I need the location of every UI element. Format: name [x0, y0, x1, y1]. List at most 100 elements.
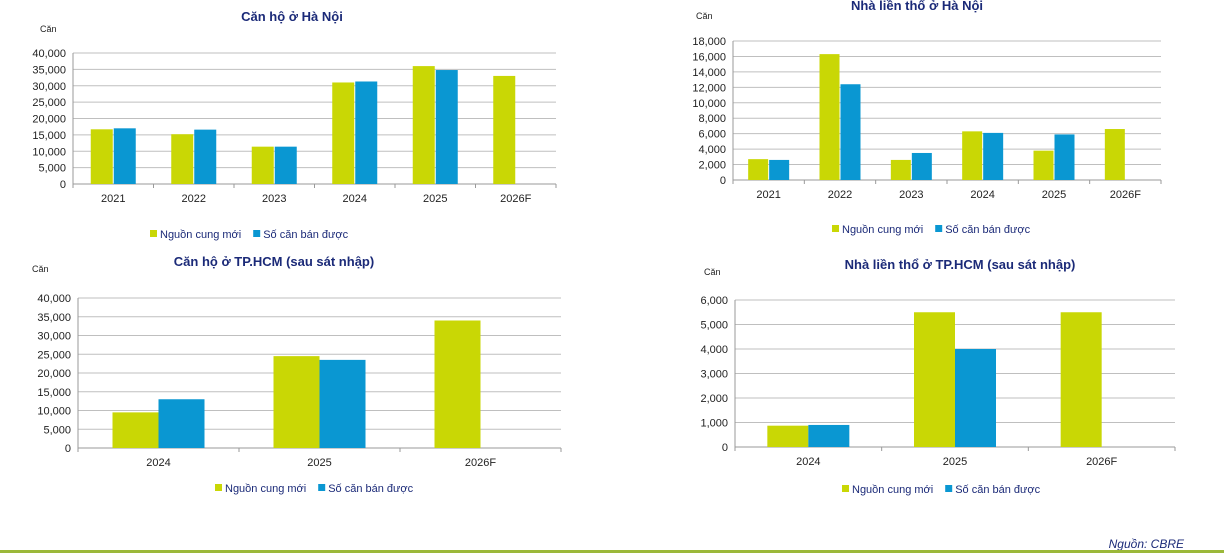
chart-title: Căn hộ ở Hà Nội	[241, 9, 343, 24]
y-tick-label: 10,000	[37, 406, 71, 418]
bar-supply	[251, 146, 274, 184]
legend-label: Nguồn cung mới	[160, 229, 241, 241]
y-tick-label: 18,000	[692, 36, 726, 48]
y-tick-label: 5,000	[43, 424, 71, 436]
y-tick-label: 30,000	[37, 331, 71, 343]
x-tick-label: 2022	[828, 189, 852, 201]
bar-supply	[962, 131, 983, 180]
bar-sold	[769, 159, 790, 180]
y-tick-label: 4,000	[700, 344, 728, 356]
x-tick-label: 2022	[182, 193, 206, 205]
x-tick-label: 2021	[756, 189, 780, 201]
unit-label: Căn	[696, 11, 713, 21]
y-tick-label: 10,000	[692, 98, 726, 110]
chart-apartments-hcmc: Căn hộ ở TP.HCM (sau sát nhập) Căn 0 5,000 1…	[32, 254, 562, 495]
x-tick-label: 2024	[796, 456, 820, 468]
y-tick-label: 20,000	[37, 368, 71, 380]
legend-swatch	[842, 485, 849, 492]
bar-supply	[914, 312, 955, 447]
y-tick-label: 8,000	[698, 113, 726, 125]
y-tick-label: 2,000	[700, 393, 728, 405]
source-label: Nguồn: CBRE	[1108, 537, 1184, 551]
x-tick-label: 2021	[101, 193, 125, 205]
bar-sold	[911, 152, 932, 180]
x-tick-label: 2024	[343, 193, 367, 205]
bar-supply	[273, 356, 320, 448]
y-tick-label: 3,000	[700, 369, 728, 381]
y-tick-label: 5,000	[38, 163, 66, 175]
y-tick-label: 15,000	[37, 387, 71, 399]
unit-label: Căn	[704, 267, 721, 277]
bar-supply	[171, 134, 194, 184]
x-tick-label: 2026F	[1110, 189, 1141, 201]
y-tick-label: 10,000	[32, 146, 66, 158]
bar-sold	[808, 424, 850, 447]
y-tick-label: 0	[65, 443, 71, 455]
y-tick-label: 4,000	[698, 144, 726, 156]
x-tick-label: 2025	[423, 193, 447, 205]
chart-apartments-hanoi: Căn hộ ở Hà Nội Căn 0 5,000 10,000 15,000 20,0…	[32, 9, 557, 241]
x-tick-label: 2026F	[500, 193, 531, 205]
bar-supply	[819, 54, 840, 180]
bar-sold	[274, 146, 297, 184]
legend-label: Số căn bán được	[263, 229, 348, 241]
legend-label: Nguồn cung mới	[842, 224, 923, 236]
x-tick-label: 2025	[307, 457, 331, 469]
bar-supply	[748, 159, 769, 180]
x-tick-label: 2024	[970, 189, 994, 201]
y-tick-label: 2,000	[698, 160, 726, 172]
bar-supply	[332, 82, 355, 184]
y-tick-label: 25,000	[32, 97, 66, 109]
y-tick-label: 20,000	[32, 114, 66, 126]
x-tick-label: 2023	[899, 189, 923, 201]
legend-swatch	[150, 230, 157, 237]
bar-supply	[1060, 312, 1102, 447]
unit-label: Căn	[32, 264, 49, 274]
bar-supply	[412, 66, 435, 184]
legend-label: Nguồn cung mới	[852, 484, 933, 496]
bar-sold	[158, 399, 205, 448]
y-tick-label: 40,000	[37, 293, 71, 305]
x-tick-label: 2026F	[1086, 456, 1117, 468]
y-tick-label: 0	[60, 179, 66, 191]
y-tick-label: 5,000	[700, 320, 728, 332]
unit-label: Căn	[40, 24, 57, 34]
legend-label: Số căn bán được	[328, 483, 413, 495]
y-tick-label: 35,000	[37, 312, 71, 324]
bar-sold	[840, 84, 861, 180]
legend-swatch	[215, 484, 222, 491]
bar-supply	[112, 412, 159, 448]
bar-supply	[1104, 129, 1125, 180]
y-tick-label: 16,000	[692, 51, 726, 63]
chart-title: Nhà liền thổ ở TP.HCM (sau sát nhập)	[845, 257, 1076, 272]
legend-swatch	[945, 485, 953, 492]
bottom-divider	[0, 550, 1224, 553]
y-tick-label: 6,000	[700, 295, 728, 307]
x-tick-label: 2025	[1042, 189, 1066, 201]
y-tick-label: 0	[722, 442, 728, 454]
y-tick-label: 40,000	[32, 48, 66, 60]
x-tick-label: 2024	[146, 457, 170, 469]
y-tick-label: 0	[720, 175, 726, 187]
legend-swatch	[832, 225, 839, 232]
legend-label: Nguồn cung mới	[225, 483, 306, 495]
bar-sold	[1054, 134, 1075, 180]
y-tick-label: 15,000	[32, 130, 66, 142]
bar-supply	[890, 159, 911, 180]
bar-supply	[493, 75, 516, 184]
chart-title: Nhà liền thổ ở Hà Nội	[851, 0, 983, 13]
x-tick-label: 2026F	[465, 457, 496, 469]
chart-title: Căn hộ ở TP.HCM (sau sát nhập)	[174, 254, 374, 269]
y-tick-label: 30,000	[32, 81, 66, 93]
bar-sold	[194, 129, 217, 184]
x-tick-label: 2025	[943, 456, 967, 468]
legend-swatch	[318, 484, 326, 491]
x-tick-label: 2023	[262, 193, 286, 205]
bar-sold	[113, 128, 136, 184]
bar-sold	[435, 70, 458, 184]
y-tick-label: 35,000	[32, 64, 66, 76]
bar-sold	[319, 359, 366, 448]
legend-label: Số căn bán được	[955, 484, 1040, 496]
bar-sold	[355, 81, 378, 184]
legend-label: Số căn bán được	[945, 224, 1030, 236]
